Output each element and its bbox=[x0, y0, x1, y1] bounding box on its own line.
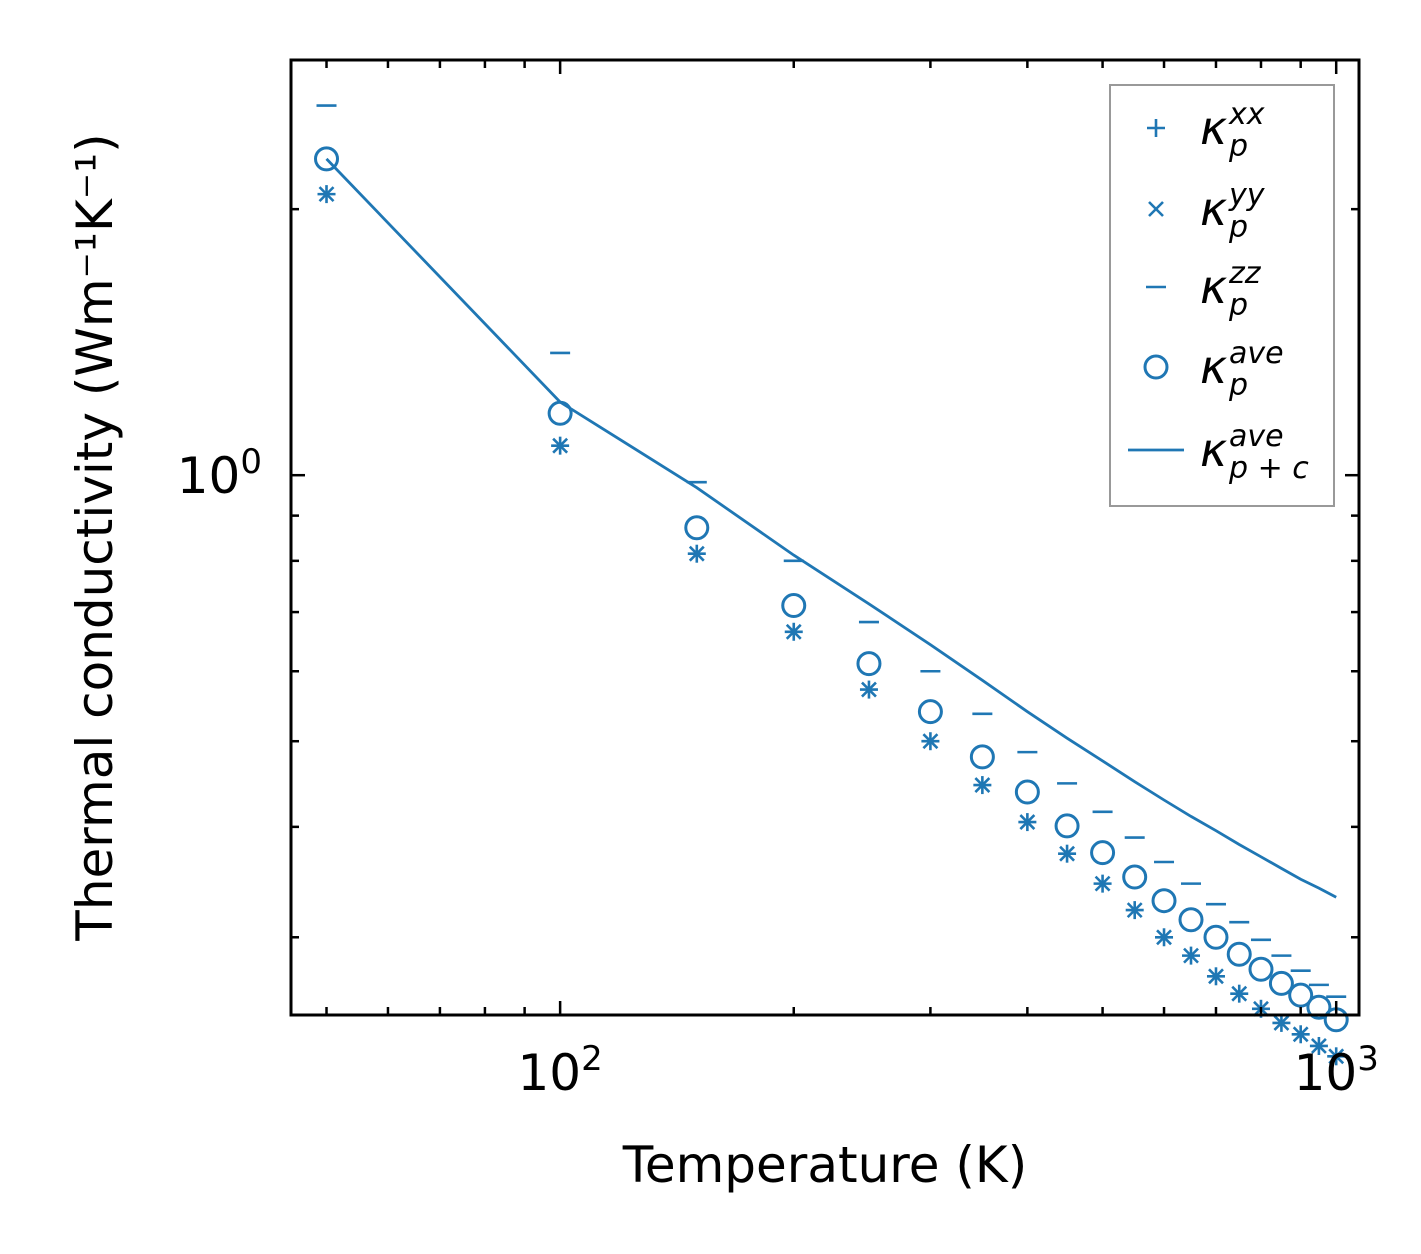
legend-label-base: κ bbox=[1200, 182, 1227, 236]
data-point-x bbox=[974, 777, 991, 794]
data-point-x bbox=[1183, 947, 1199, 964]
data-point-circle bbox=[1090, 840, 1116, 866]
legend-label-base: κ bbox=[1200, 101, 1227, 155]
legend-label-sup: ave bbox=[1229, 419, 1284, 454]
data-point-x bbox=[552, 437, 569, 454]
legend-label-base: κ bbox=[1200, 423, 1227, 477]
legend-label-sub: p bbox=[1228, 368, 1248, 403]
data-point-circle bbox=[684, 515, 710, 541]
data-point-x bbox=[1059, 845, 1075, 862]
data-point-circle bbox=[781, 593, 807, 619]
axes-frame bbox=[289, 58, 1361, 1017]
data-point-circle bbox=[1248, 956, 1274, 982]
data-point-circle bbox=[1203, 924, 1229, 950]
data-point-circle bbox=[1054, 813, 1080, 839]
x-tick-label: 103 bbox=[1294, 1039, 1379, 1102]
data-point-x bbox=[318, 186, 335, 203]
series-ave-4 bbox=[325, 157, 1337, 899]
legend-label-base: κ bbox=[1200, 260, 1227, 314]
x-tick-label: 102 bbox=[517, 1039, 602, 1102]
data-point-x bbox=[1126, 902, 1143, 919]
data-point-circle bbox=[314, 146, 340, 172]
data-point-x bbox=[785, 623, 802, 640]
data-point-x bbox=[1328, 1048, 1345, 1065]
data-point-circle bbox=[1151, 888, 1177, 914]
data-point-x bbox=[1156, 929, 1172, 946]
legend-marker-plus bbox=[1147, 119, 1165, 137]
series-zz-2 bbox=[316, 104, 1347, 998]
data-point-circle bbox=[1306, 994, 1332, 1020]
legend-item-zz-2: κ zzp bbox=[1146, 256, 1262, 323]
data-point-x bbox=[1231, 985, 1248, 1002]
data-point-x bbox=[688, 545, 705, 562]
data-point-circle bbox=[1288, 982, 1314, 1008]
data-point-circle bbox=[1226, 941, 1252, 967]
y-tick-label: 100 bbox=[177, 442, 262, 505]
y-axis-label: Thermal conductivity (Wm⁻¹K⁻¹) bbox=[66, 133, 124, 941]
legend-label-base: κ bbox=[1200, 340, 1227, 394]
data-point-x bbox=[1273, 1014, 1290, 1031]
data-point-circle bbox=[1268, 970, 1294, 996]
legend-label-sub: p + c bbox=[1228, 451, 1309, 486]
legend-label-sub: p bbox=[1228, 210, 1248, 245]
data-point-x bbox=[861, 681, 877, 698]
series-line-p-plus-c-ave bbox=[325, 157, 1337, 899]
legend-marker-x bbox=[1148, 201, 1164, 217]
tick-labels: 102 103 100 bbox=[177, 442, 1379, 1102]
data-point-x bbox=[1094, 875, 1111, 892]
legend-item-xx-0: κ xxp bbox=[1147, 97, 1265, 164]
data-point-circle bbox=[1178, 907, 1204, 933]
legend-item-yy-1: κ yyp bbox=[1148, 178, 1266, 245]
data-point-circle bbox=[1014, 779, 1040, 805]
legend-label-sup: ave bbox=[1229, 336, 1284, 371]
legend-label-sub: p bbox=[1228, 288, 1248, 323]
data-point-circle bbox=[856, 651, 882, 677]
x-axis-label: Temperature (K) bbox=[622, 1136, 1027, 1194]
data-point-x bbox=[1019, 814, 1036, 831]
data-point-circle bbox=[917, 699, 943, 725]
data-point-x bbox=[922, 733, 939, 750]
legend-label-sup: zz bbox=[1228, 256, 1262, 291]
legend-label-sup: yy bbox=[1228, 178, 1266, 213]
data-point-x bbox=[1310, 1038, 1327, 1054]
legend-label-sup: xx bbox=[1228, 97, 1265, 132]
legend-marker-circle bbox=[1143, 354, 1169, 380]
data-point-circle bbox=[1122, 864, 1148, 890]
data-point-circle bbox=[969, 744, 995, 770]
data-point-x bbox=[1208, 968, 1224, 985]
legend-frame bbox=[1109, 84, 1335, 507]
legend-label-sub: p bbox=[1228, 129, 1248, 164]
data-point-x bbox=[1292, 1026, 1309, 1043]
